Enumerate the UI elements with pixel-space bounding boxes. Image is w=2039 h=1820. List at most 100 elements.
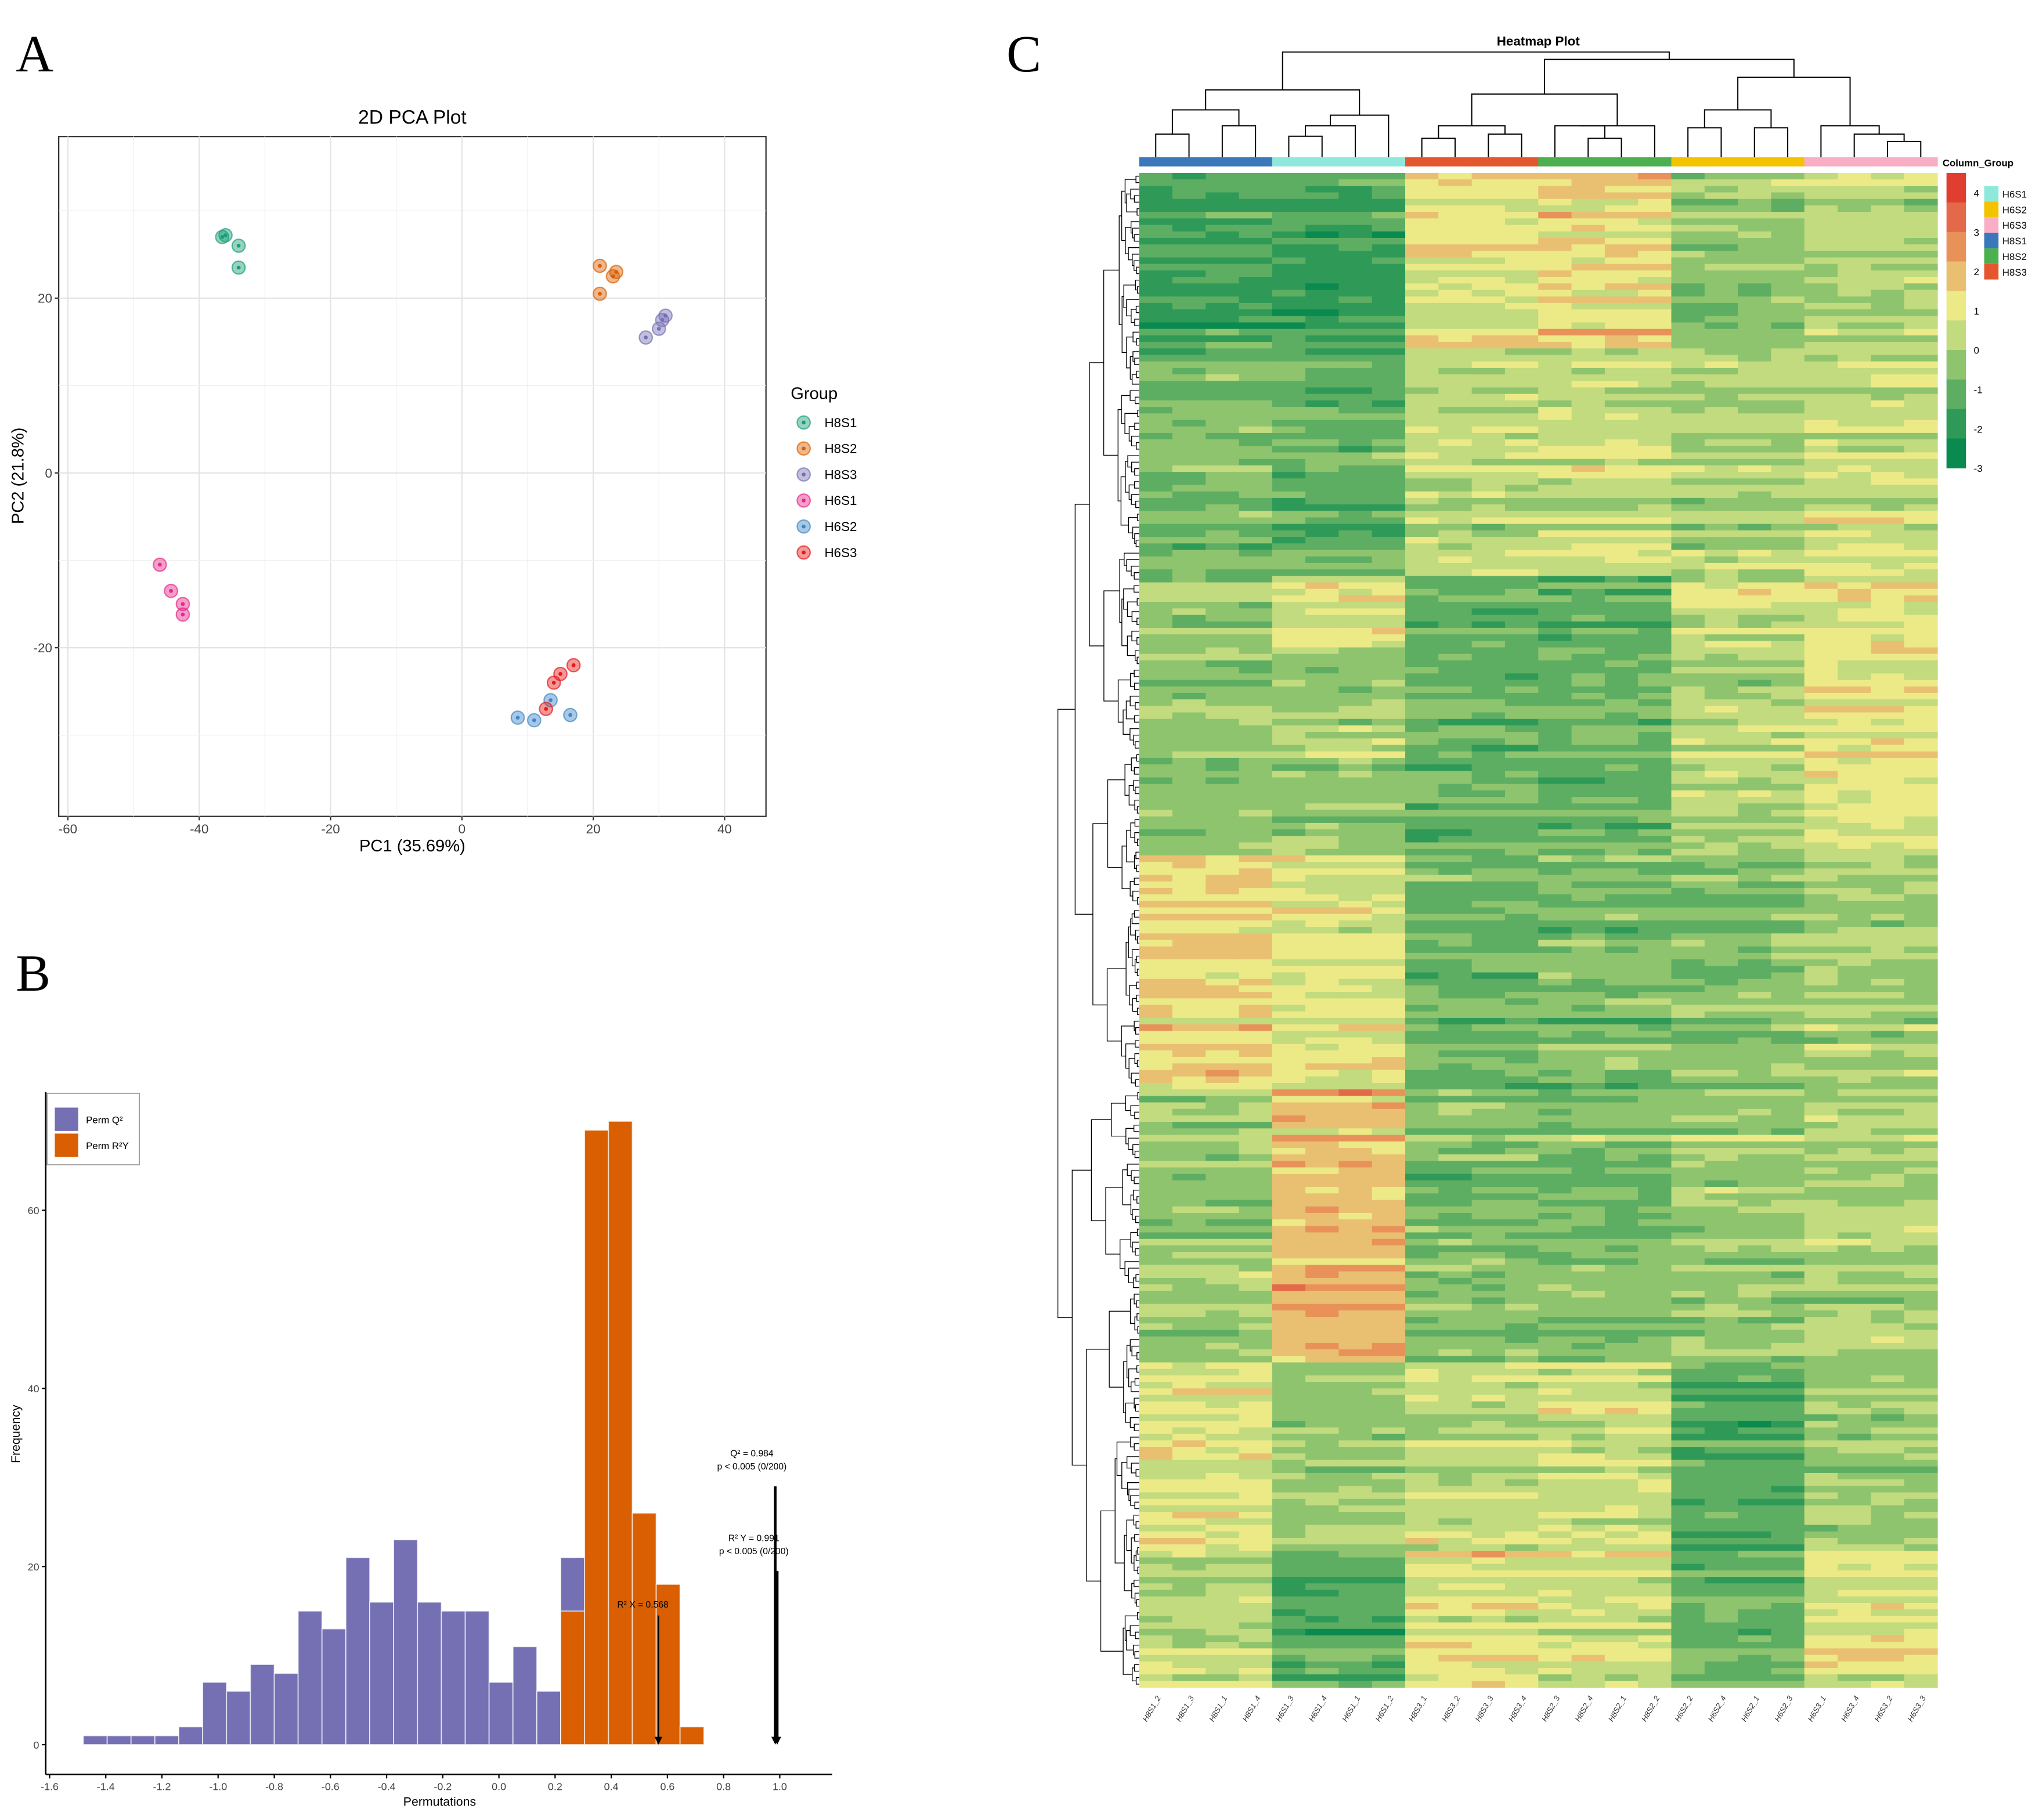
heatmap-cell xyxy=(1904,699,1938,706)
heatmap-cell xyxy=(1704,1226,1738,1233)
heatmap-cell xyxy=(1172,1336,1206,1344)
heatmap-cell xyxy=(1438,432,1473,440)
heatmap-cell xyxy=(1504,641,1539,648)
heatmap-cell xyxy=(1305,1356,1340,1363)
heatmap-cell xyxy=(1206,816,1240,824)
heatmap-cell xyxy=(1704,1076,1738,1084)
heatmap-cell xyxy=(1504,302,1539,310)
heatmap-cell xyxy=(1471,257,1506,265)
heatmap-cell xyxy=(1139,244,1173,251)
heatmap-cell xyxy=(1172,1063,1206,1071)
heatmap-cell xyxy=(1538,1349,1572,1356)
heatmap-cell xyxy=(1305,608,1340,616)
heatmap-cell xyxy=(1804,1147,1838,1155)
column-group-cell-h6s2 xyxy=(1704,157,1738,167)
heatmap-cell xyxy=(1671,634,1705,641)
heatmap-cell xyxy=(1139,894,1173,901)
heatmap-cell xyxy=(1504,576,1539,583)
heatmap-cell xyxy=(1405,491,1439,499)
heatmap-cell xyxy=(1372,446,1406,453)
row-dendrogram-branch xyxy=(1130,1232,1138,1248)
row-dendrogram-branch xyxy=(1136,338,1139,346)
heatmap-cell xyxy=(1172,1005,1206,1012)
heatmap-cell xyxy=(1139,530,1173,537)
heatmap-cell xyxy=(1671,1200,1705,1207)
heatmap-cell xyxy=(1272,1265,1306,1272)
heatmap-cell xyxy=(1704,757,1738,765)
heatmap-cell xyxy=(1272,283,1306,291)
heatmap-cell xyxy=(1504,959,1539,966)
heatmap-cell xyxy=(1272,660,1306,667)
heatmap-cell xyxy=(1738,1323,1772,1331)
dendrogram-branch xyxy=(1155,133,1190,158)
heatmap-cell xyxy=(1671,179,1705,186)
heatmap-cell xyxy=(1904,1336,1938,1344)
row-dendrogram-branch xyxy=(1131,1170,1139,1181)
heatmap-cell xyxy=(1838,335,1871,342)
heatmap-cell xyxy=(1738,1173,1772,1181)
heatmap-cell xyxy=(1305,842,1340,850)
row-dendrogram-branch xyxy=(1136,618,1139,625)
heatmap-cell xyxy=(1804,673,1838,681)
heatmap-cell xyxy=(1671,1212,1705,1220)
heatmap-cell xyxy=(1239,653,1273,661)
row-dendrogram-branch xyxy=(1134,1020,1139,1031)
heatmap-cell xyxy=(1438,797,1473,804)
heatmap-cell xyxy=(1538,1226,1572,1233)
heatmap-cell xyxy=(1738,647,1772,655)
heatmap-cell xyxy=(1538,998,1572,1006)
heatmap-cell xyxy=(1671,290,1705,297)
heatmap-cell xyxy=(1738,355,1772,362)
heatmap-cell xyxy=(1239,374,1273,381)
heatmap-cell xyxy=(1604,497,1639,505)
heatmap-cell xyxy=(1305,1115,1340,1122)
heatmap-cell xyxy=(1771,1173,1805,1181)
heatmap-cell xyxy=(1206,647,1240,655)
heatmap-cell xyxy=(1571,978,1605,986)
heatmap-cell xyxy=(1405,1050,1439,1057)
heatmap-cell xyxy=(1206,432,1240,440)
heatmap-cell xyxy=(1504,920,1539,927)
heatmap-cell xyxy=(1738,1108,1772,1116)
heatmap-cell xyxy=(1871,725,1905,732)
heatmap-cell xyxy=(1405,367,1439,375)
heatmap-cell xyxy=(1871,660,1905,667)
heatmap-cell xyxy=(1372,290,1406,297)
heatmap-cell xyxy=(1738,179,1772,186)
heatmap-cell xyxy=(1471,186,1506,193)
heatmap-cell xyxy=(1838,237,1871,245)
heatmap-cell xyxy=(1771,946,1805,954)
heatmap-cell xyxy=(1504,1050,1539,1057)
heatmap-cell xyxy=(1604,959,1639,966)
heatmap-cell xyxy=(1471,400,1506,407)
row-dendrogram-branch xyxy=(1128,247,1139,261)
heatmap-cell xyxy=(1504,1057,1539,1064)
heatmap-cell xyxy=(1206,543,1240,551)
heatmap-cell xyxy=(1871,322,1905,330)
heatmap-cell xyxy=(1139,1141,1173,1149)
heatmap-cell xyxy=(1272,322,1306,330)
heatmap-cell xyxy=(1305,803,1340,811)
heatmap-cell xyxy=(1871,198,1905,206)
heatmap-cell xyxy=(1172,432,1206,440)
row-dendrogram-branch xyxy=(1103,590,1120,702)
heatmap-cell xyxy=(1206,1310,1240,1317)
heatmap-cell xyxy=(1239,777,1273,785)
heatmap-cell xyxy=(1405,1388,1439,1396)
heatmap-cell xyxy=(1538,1303,1572,1311)
heatmap-cell xyxy=(1904,1102,1938,1110)
heatmap-cell xyxy=(1571,497,1605,505)
heatmap-cell xyxy=(1671,550,1705,557)
heatmap-cell xyxy=(1372,342,1406,349)
heatmap-cell xyxy=(1738,1024,1772,1031)
heatmap-cell xyxy=(1305,1368,1340,1376)
heatmap-cell xyxy=(1471,511,1506,518)
heatmap-cell xyxy=(1504,777,1539,785)
heatmap-cell xyxy=(1139,523,1173,531)
heatmap-cell xyxy=(1671,901,1705,908)
heatmap-cell xyxy=(1904,627,1938,635)
heatmap-cell xyxy=(1571,543,1605,551)
heatmap-cell xyxy=(1838,933,1871,941)
heatmap-cell xyxy=(1804,381,1838,388)
heatmap-cell xyxy=(1838,1252,1871,1259)
